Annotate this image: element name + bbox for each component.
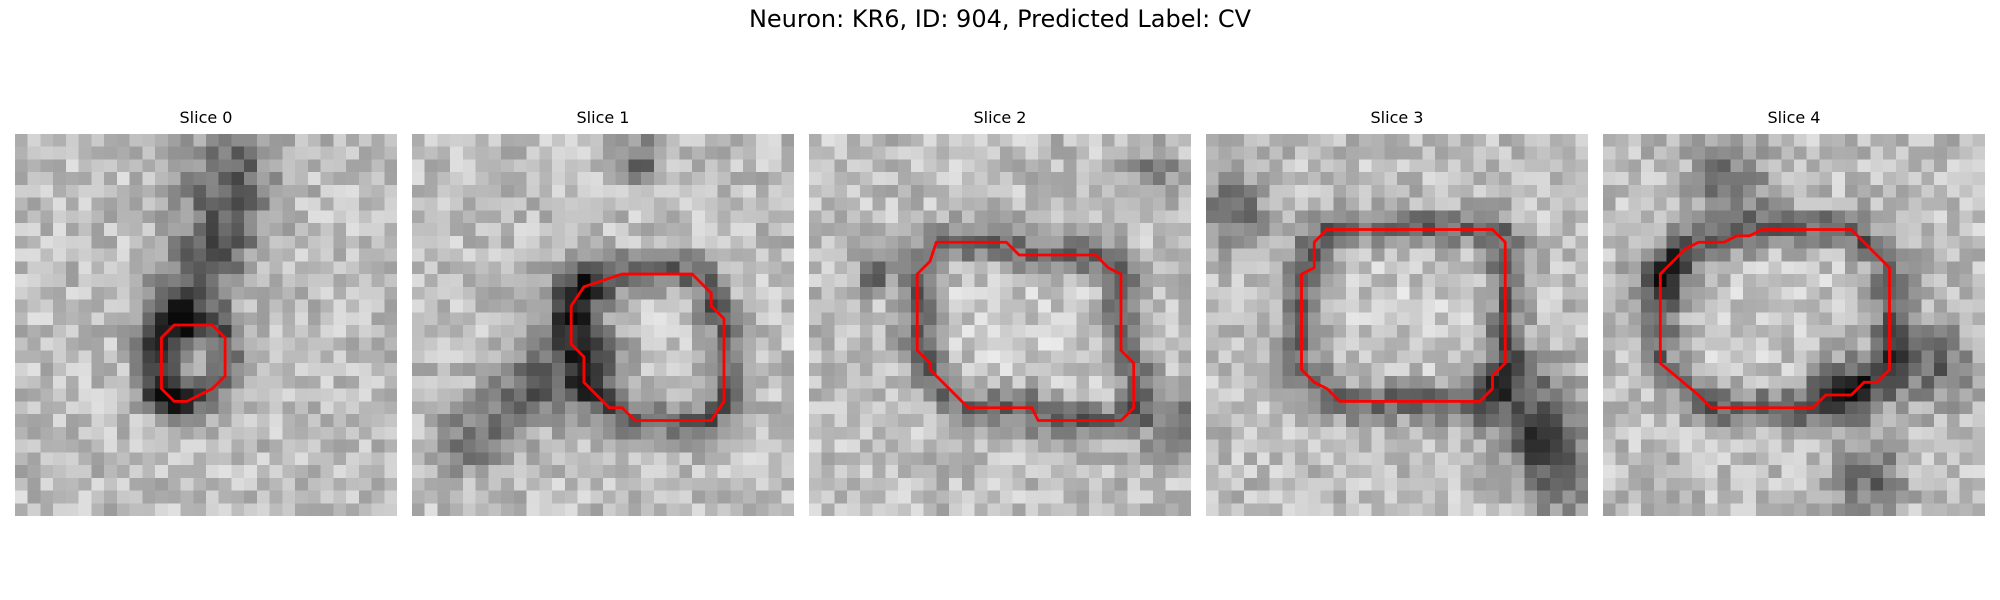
roi-contour [160,323,227,403]
slice-title: Slice 2 [973,108,1027,127]
slice-panel-1: Slice 1 [412,108,794,518]
slice-panel-4: Slice 4 [1603,108,1985,518]
roi-contour-outline [915,240,1136,422]
roi-contour-outline [569,272,726,422]
roi-contour-outline [160,323,227,403]
roi-contour [1300,228,1507,403]
slice-title: Slice 3 [1370,108,1424,127]
roi-contour [569,272,726,422]
roi-contour-outline [1658,228,1891,410]
grayscale-pixel-image [1603,134,1985,516]
slice-panel-3: Slice 3 [1206,108,1588,518]
figure-title: Neuron: KR6, ID: 904, Predicted Label: C… [748,5,1252,33]
slice-image-3 [1206,134,1588,516]
roi-contour [1658,228,1891,410]
roi-contour-outline [1300,228,1507,403]
grayscale-pixel-image [1206,134,1588,516]
grayscale-pixel-image [412,134,794,516]
slice-image-4 [1603,134,1985,516]
slice-panel-0: Slice 0 [15,108,397,518]
roi-contour [915,240,1136,422]
grayscale-pixel-image [809,134,1191,516]
slice-panel-2: Slice 2 [809,108,1191,518]
slice-title: Slice 1 [576,108,630,127]
slice-image-1 [412,134,794,516]
slice-image-2 [809,134,1191,516]
slice-title: Slice 0 [179,108,233,127]
slice-title: Slice 4 [1767,108,1821,127]
slice-image-0 [15,134,397,516]
